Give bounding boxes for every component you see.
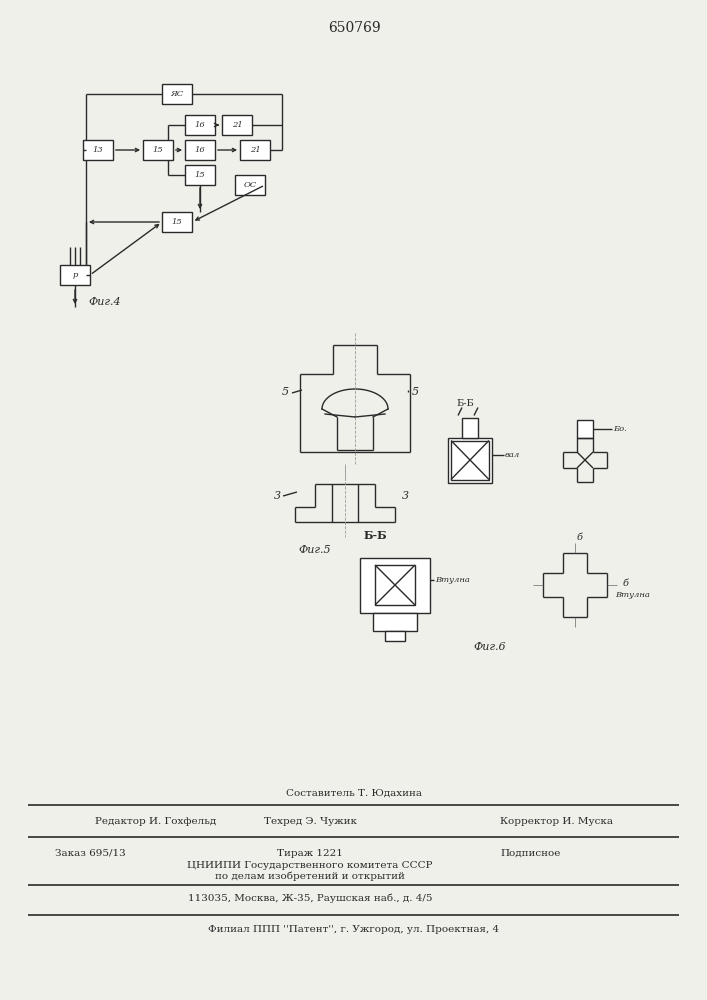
Text: Составитель Т. Юдахина: Составитель Т. Юдахина — [286, 788, 422, 798]
Bar — [462, 418, 478, 438]
Text: 113035, Москва, Ж-35, Раушская наб., д. 4/5: 113035, Москва, Ж-35, Раушская наб., д. … — [188, 893, 432, 903]
Text: Фиг.6: Фиг.6 — [474, 643, 506, 652]
Text: 16: 16 — [194, 146, 205, 154]
Text: б: б — [577, 534, 583, 542]
Text: Б-Б: Б-Б — [456, 399, 474, 408]
Bar — [143, 140, 173, 160]
Text: 21: 21 — [232, 121, 243, 129]
Text: Корректор И. Муска: Корректор И. Муска — [500, 816, 613, 826]
Text: вал: вал — [505, 451, 520, 459]
Bar — [185, 140, 215, 160]
Text: Подписное: Подписное — [500, 848, 561, 857]
Bar — [577, 420, 593, 438]
Text: Втулна: Втулна — [615, 591, 650, 599]
Text: 15: 15 — [153, 146, 163, 154]
Text: Бо.: Бо. — [613, 425, 626, 433]
Text: Техред Э. Чужик: Техред Э. Чужик — [264, 816, 356, 826]
Text: ЯС: ЯС — [170, 90, 184, 98]
Bar — [60, 265, 90, 285]
Bar — [360, 558, 430, 612]
Text: 21: 21 — [250, 146, 260, 154]
Text: Филиал ППП ''Патент'', г. Ужгород, ул. Проектная, 4: Филиал ППП ''Патент'', г. Ужгород, ул. П… — [209, 924, 500, 934]
Text: 15: 15 — [172, 218, 182, 226]
Text: Тираж 1221: Тираж 1221 — [277, 848, 343, 857]
Bar — [162, 212, 192, 232]
Text: 3: 3 — [402, 491, 409, 501]
Bar — [451, 440, 489, 480]
Text: 13: 13 — [93, 146, 103, 154]
Text: Фиг.5: Фиг.5 — [298, 545, 332, 555]
Bar — [373, 612, 417, 631]
Bar — [162, 84, 192, 104]
Bar — [185, 115, 215, 135]
Bar — [448, 438, 492, 483]
Text: Редактор И. Гохфельд: Редактор И. Гохфельд — [95, 816, 216, 826]
Text: р: р — [72, 271, 78, 279]
Text: 15: 15 — [194, 171, 205, 179]
Text: Втулна: Втулна — [435, 576, 470, 584]
Text: 3: 3 — [274, 491, 281, 501]
Bar — [385, 631, 405, 641]
Text: по делам изобретений и открытий: по делам изобретений и открытий — [215, 871, 405, 881]
Text: ОС: ОС — [243, 181, 257, 189]
Bar — [222, 115, 252, 135]
Bar — [240, 140, 270, 160]
Bar — [185, 165, 215, 185]
Text: 5: 5 — [411, 387, 419, 397]
Bar — [375, 565, 415, 605]
Text: 5: 5 — [281, 387, 288, 397]
Text: Фиг.4: Фиг.4 — [88, 297, 122, 307]
Text: 650769: 650769 — [327, 21, 380, 35]
Text: Заказ 695/13: Заказ 695/13 — [55, 848, 126, 857]
Text: ЦНИИПИ Государственного комитета СССР: ЦНИИПИ Государственного комитета СССР — [187, 860, 433, 869]
Bar — [83, 140, 113, 160]
Bar — [235, 175, 265, 195]
Text: 16: 16 — [194, 121, 205, 129]
Text: Б-Б: Б-Б — [363, 530, 387, 541]
Text: б: б — [623, 578, 629, 587]
